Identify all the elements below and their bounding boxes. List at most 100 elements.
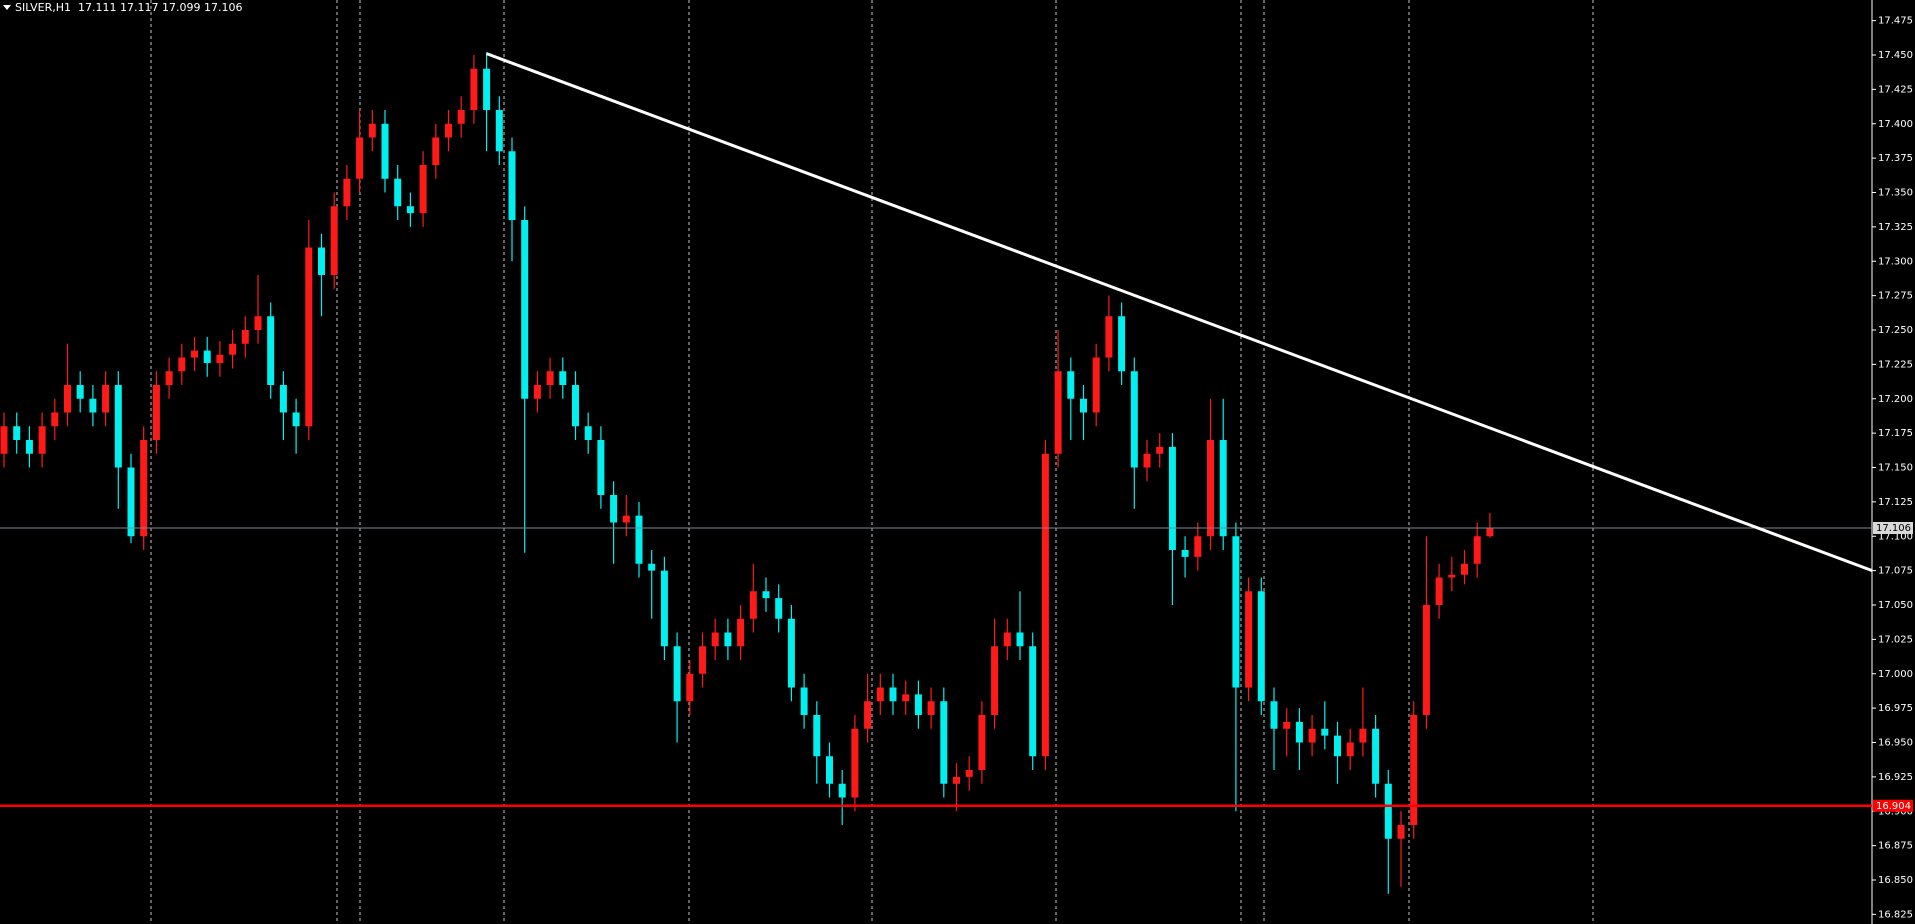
candle-body (241, 330, 249, 344)
candle-body (838, 783, 846, 798)
candle-body (635, 515, 643, 564)
candle-body (1092, 357, 1100, 413)
candle-body (826, 756, 833, 784)
candle-body (483, 68, 491, 110)
candle-body (800, 687, 808, 715)
y-tick-label: 17.400 (1878, 119, 1913, 130)
candle-body (521, 220, 529, 399)
candle-body (1283, 721, 1291, 729)
candle-body (267, 316, 275, 385)
candle-body (1067, 371, 1075, 399)
candle-body (1156, 446, 1164, 454)
candle-body (114, 385, 122, 468)
candle-body (1245, 591, 1253, 688)
y-tick-label: 17.425 (1878, 84, 1913, 95)
price-label: 17.106 (1876, 523, 1911, 534)
y-tick-label: 17.225 (1878, 359, 1913, 370)
candle-body (546, 371, 554, 385)
candle-body (102, 385, 110, 413)
candle-body (1143, 453, 1151, 468)
candle-body (737, 618, 745, 647)
candle-body (1448, 574, 1456, 578)
candle-body (1181, 550, 1189, 557)
y-tick-label: 17.475 (1878, 16, 1913, 27)
candle-body (318, 247, 325, 275)
y-tick-label: 16.850 (1878, 875, 1913, 886)
y-tick-label: 17.200 (1878, 394, 1913, 405)
candle-body (356, 137, 364, 179)
price-label: 16.904 (1876, 801, 1911, 812)
y-tick-label: 16.925 (1878, 772, 1913, 783)
candle-body (584, 426, 592, 440)
candle-body (191, 350, 198, 358)
candle-body (1422, 605, 1430, 715)
price-label-box (1873, 522, 1913, 534)
trendline (486, 52, 1873, 573)
y-tick-label: 16.975 (1878, 703, 1913, 714)
candle-body (165, 371, 173, 385)
candle-body (0, 426, 8, 454)
candle-body (470, 68, 478, 110)
candle-body (1194, 536, 1202, 557)
y-tick-label: 17.100 (1878, 531, 1913, 542)
candle-body (89, 398, 97, 413)
candle-body (51, 412, 59, 427)
candle-body (533, 385, 541, 399)
candle-body (940, 701, 948, 784)
candle-body (152, 385, 160, 440)
candle-body (13, 426, 21, 440)
candle-body (813, 715, 821, 757)
candle-body (254, 316, 262, 330)
y-tick-label: 16.950 (1878, 738, 1913, 749)
candle-body (1461, 563, 1468, 575)
candle-body (1295, 721, 1303, 743)
candle-body (1168, 446, 1176, 550)
y-tick-label: 17.075 (1878, 566, 1913, 577)
candle-body (876, 687, 884, 702)
candle-body (127, 467, 135, 537)
candle-body (1359, 728, 1367, 743)
candle-body (457, 110, 465, 124)
y-tick-label: 17.450 (1878, 50, 1913, 61)
candle-body (1118, 316, 1126, 372)
candle-body (216, 354, 224, 363)
y-tick-label: 17.025 (1878, 634, 1913, 645)
candle-body (1257, 591, 1265, 702)
candle-body (1372, 728, 1380, 784)
y-tick-label: 17.375 (1878, 153, 1913, 164)
candle-body (1054, 371, 1062, 454)
candle-body (1473, 536, 1481, 564)
candle-body (1346, 742, 1354, 757)
candle-body (648, 563, 656, 571)
candle-body (902, 694, 910, 702)
candle-body (1270, 701, 1278, 729)
candle-body (229, 343, 237, 355)
candle-body (25, 440, 33, 454)
candle-body (279, 385, 287, 413)
candle-body (749, 591, 757, 619)
candle-body (1410, 715, 1418, 825)
candle-body (787, 618, 795, 688)
candle-body (965, 770, 973, 777)
y-tick-label: 17.350 (1878, 188, 1913, 199)
candle-body (1486, 528, 1494, 537)
period-separators (150, 0, 1594, 924)
candle-body (1003, 632, 1011, 647)
candle-body (330, 206, 338, 275)
candle-body (699, 646, 706, 674)
candle-body (140, 440, 148, 537)
y-tick-label: 17.150 (1878, 463, 1913, 474)
candle-body (419, 165, 427, 214)
candle-body (445, 123, 452, 138)
candle-body (64, 385, 71, 413)
candle-body (927, 701, 935, 715)
candle-body (991, 646, 999, 715)
candle-body (762, 591, 770, 599)
candle-body (610, 495, 618, 523)
candle-body (343, 178, 351, 207)
candle-body (622, 515, 630, 523)
candle-body (572, 385, 579, 427)
candle-body (292, 412, 300, 427)
candle-body (914, 694, 922, 715)
candle-body (1016, 632, 1024, 647)
